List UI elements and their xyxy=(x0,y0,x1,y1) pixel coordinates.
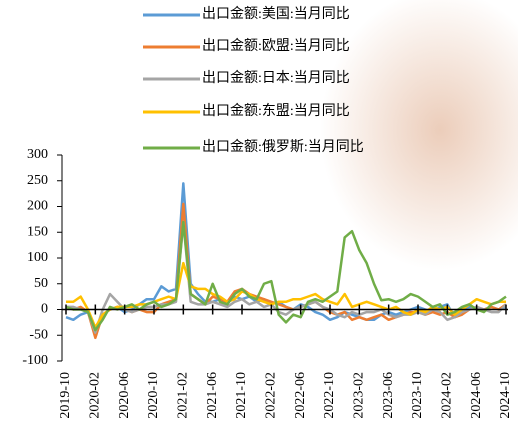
background-decor xyxy=(320,0,518,270)
legend-label: 出口金额:欧盟:当月同比 xyxy=(202,38,350,54)
legend-label: 出口金额:美国:当月同比 xyxy=(202,6,350,22)
x-tick-label: 2021-06 xyxy=(205,372,220,419)
legend-label: 出口金额:日本:当月同比 xyxy=(202,70,350,86)
x-tick-label: 2020-10 xyxy=(146,372,161,419)
series-line xyxy=(66,261,506,329)
x-tick-label: 2020-02 xyxy=(88,372,103,419)
x-tick-label: 2021-10 xyxy=(234,372,249,419)
legend-label: 出口金额:俄罗斯:当月同比 xyxy=(202,139,364,155)
x-tick-label: 2024-10 xyxy=(498,372,513,419)
y-tick-label: 300 xyxy=(27,147,48,162)
x-tick-label: 2019-10 xyxy=(58,372,73,419)
y-tick-label: -100 xyxy=(22,353,48,368)
x-tick-label: 2021-02 xyxy=(176,372,191,419)
x-tick-label: 2022-02 xyxy=(264,372,279,419)
x-tick-label: 2020-06 xyxy=(117,372,132,419)
x-tick-label: 2023-06 xyxy=(381,372,396,419)
y-tick-label: 200 xyxy=(27,199,48,214)
x-tick-label: 2023-10 xyxy=(410,372,425,419)
y-tick-label: 250 xyxy=(27,173,48,188)
y-tick-label: -50 xyxy=(29,327,48,342)
y-tick-label: 150 xyxy=(27,224,48,239)
legend-label: 出口金额:东盟:当月同比 xyxy=(202,103,350,119)
y-tick-label: 0 xyxy=(41,302,48,317)
x-tick-label: 2022-06 xyxy=(293,372,308,419)
x-tick-label: 2024-02 xyxy=(440,372,455,419)
x-tick-label: 2022-10 xyxy=(322,372,337,419)
x-tick-label: 2023-02 xyxy=(352,372,367,419)
y-tick-label: 50 xyxy=(34,276,48,291)
x-tick-label: 2024-06 xyxy=(469,372,484,419)
y-tick-label: 100 xyxy=(27,250,48,265)
